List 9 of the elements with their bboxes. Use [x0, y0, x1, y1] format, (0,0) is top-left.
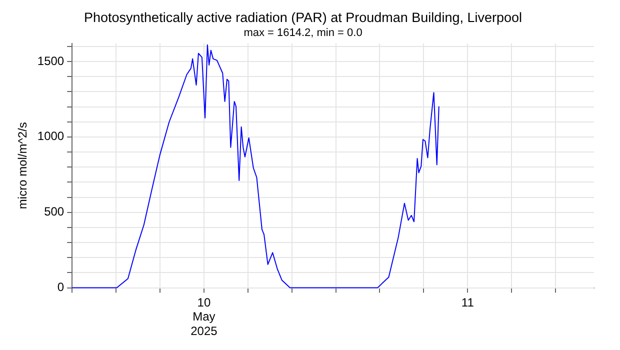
y-tick-label: 0 — [57, 280, 64, 294]
y-tick-label: 1000 — [37, 129, 64, 144]
x-tick-label: 10 May 2025 — [190, 295, 218, 338]
chart-subtitle: max = 1614.2, min = 0.0 — [244, 26, 362, 39]
y-tick-label: 500 — [44, 204, 64, 219]
x-tick-label: 11 — [461, 295, 474, 310]
y-tick-label: 1500 — [37, 54, 64, 68]
chart-title: Photosynthetically active radiation (PAR) at Proudman Building, Liverpool — [84, 10, 522, 25]
y-axis-title: micro mol/m^2/s — [16, 122, 30, 210]
